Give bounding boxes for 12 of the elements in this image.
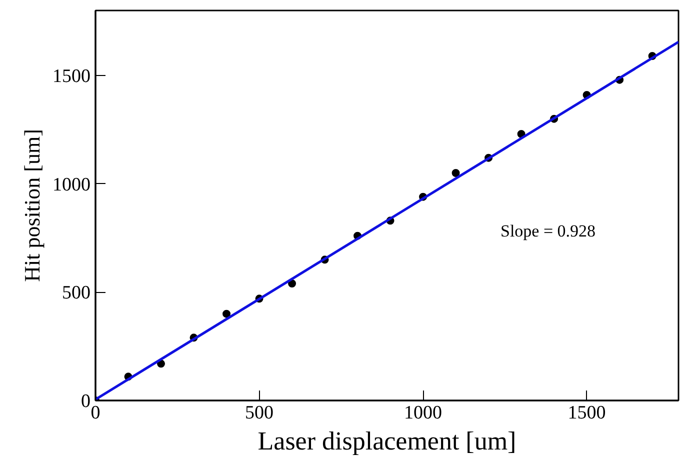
x-axis-title: Laser displacement [um] xyxy=(258,426,516,456)
point xyxy=(288,280,296,288)
point xyxy=(222,310,231,318)
y-tick-label: 1500 xyxy=(52,66,90,87)
annotation: Slope = 0.928 xyxy=(500,222,596,240)
point xyxy=(452,169,460,177)
y-axis-title: Hit position [um] xyxy=(20,129,44,282)
y-tick-label: 500 xyxy=(62,282,90,304)
x-tick-label: 500 xyxy=(245,402,274,424)
x-tick-label: 1500 xyxy=(568,402,606,424)
y-tick-label: 1000 xyxy=(52,174,90,196)
x-tick-label: 1000 xyxy=(404,402,442,424)
